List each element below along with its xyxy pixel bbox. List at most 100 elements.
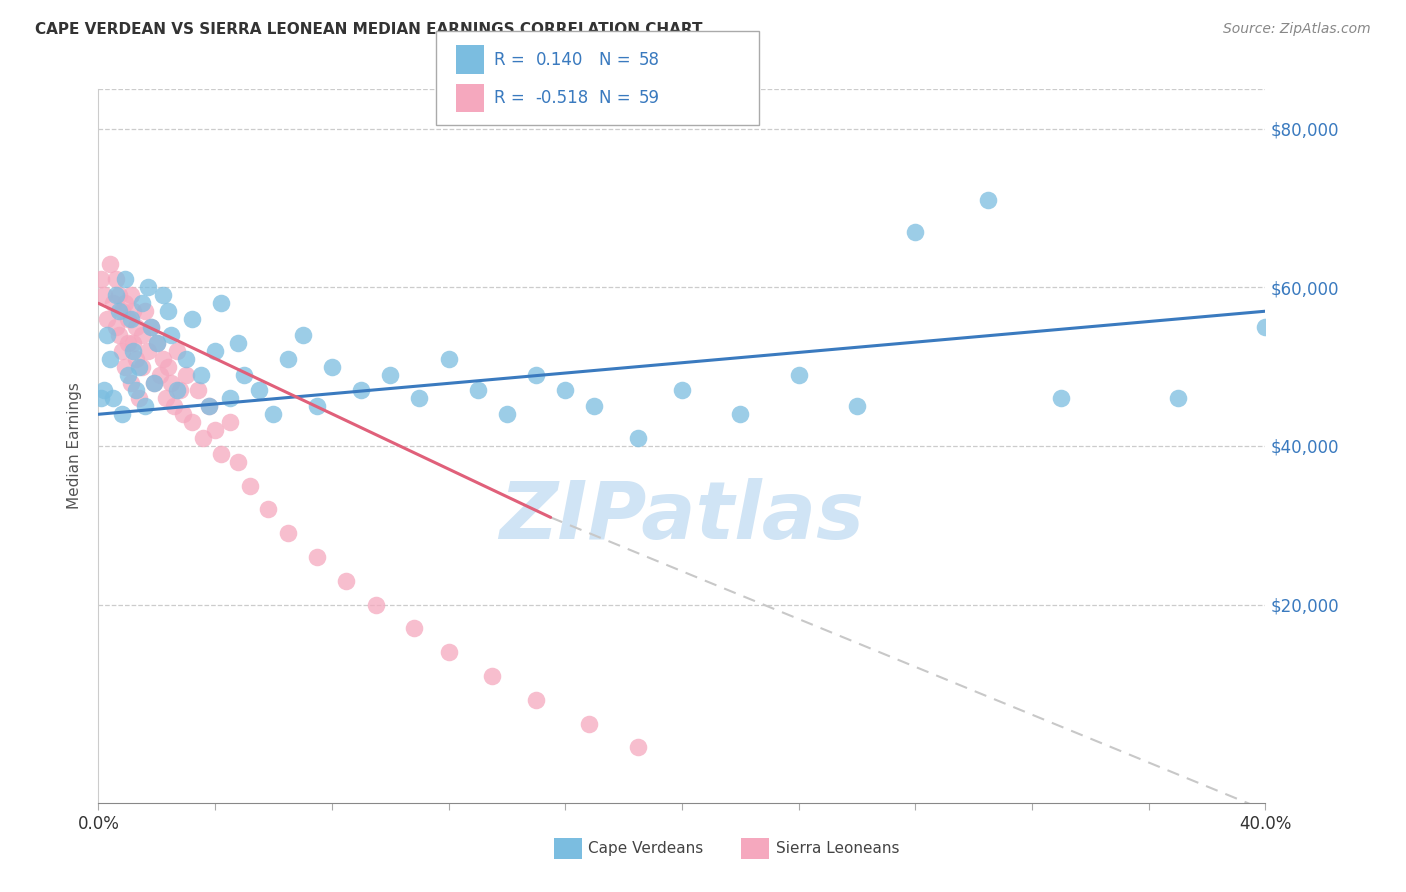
- Point: [122, 304, 145, 318]
- Point: [104, 320, 127, 334]
- Point: [180, 415, 202, 429]
- Point: [846, 400, 869, 414]
- Point: [128, 392, 150, 406]
- Text: 59: 59: [638, 89, 659, 107]
- Point: [131, 359, 153, 374]
- Point: [101, 296, 124, 310]
- Point: [402, 621, 425, 635]
- Point: [904, 225, 927, 239]
- Point: [117, 368, 139, 382]
- Point: [350, 384, 373, 398]
- Point: [307, 549, 329, 564]
- Point: [166, 384, 188, 398]
- Point: [187, 384, 209, 398]
- Point: [125, 384, 148, 398]
- Point: [114, 272, 136, 286]
- Point: [122, 335, 145, 350]
- Point: [228, 335, 250, 350]
- Point: [437, 645, 460, 659]
- Point: [114, 296, 136, 310]
- Point: [209, 447, 232, 461]
- Point: [408, 392, 430, 406]
- Point: [787, 368, 810, 382]
- Point: [149, 368, 172, 382]
- Text: N =: N =: [599, 89, 636, 107]
- Text: Sierra Leoneans: Sierra Leoneans: [776, 841, 900, 855]
- Point: [190, 368, 212, 382]
- Point: [166, 343, 188, 358]
- Point: [128, 359, 150, 374]
- Point: [98, 351, 121, 366]
- Point: [233, 368, 256, 382]
- Point: [496, 407, 519, 421]
- Point: [364, 598, 387, 612]
- Point: [134, 304, 156, 318]
- Point: [98, 257, 121, 271]
- Point: [277, 526, 299, 541]
- Point: [193, 431, 215, 445]
- Point: [111, 343, 134, 358]
- Point: [122, 343, 145, 358]
- Point: [671, 384, 693, 398]
- Point: [291, 328, 314, 343]
- Point: [96, 312, 118, 326]
- Point: [174, 368, 197, 382]
- Point: [108, 328, 131, 343]
- Point: [204, 423, 226, 437]
- Point: [157, 359, 180, 374]
- Point: [228, 455, 250, 469]
- Point: [1050, 392, 1073, 406]
- Point: [120, 288, 142, 302]
- Point: [96, 328, 118, 343]
- Point: [157, 304, 180, 318]
- Point: [1167, 392, 1189, 406]
- Point: [256, 502, 278, 516]
- Point: [218, 415, 240, 429]
- Point: [90, 272, 112, 286]
- Point: [198, 400, 221, 414]
- Point: [247, 384, 270, 398]
- Point: [125, 320, 148, 334]
- Point: [90, 392, 112, 406]
- Point: [104, 288, 127, 302]
- Text: CAPE VERDEAN VS SIERRA LEONEAN MEDIAN EARNINGS CORRELATION CHART: CAPE VERDEAN VS SIERRA LEONEAN MEDIAN EA…: [35, 22, 703, 37]
- Point: [120, 376, 142, 390]
- Point: [114, 359, 136, 374]
- Point: [111, 304, 134, 318]
- Point: [627, 740, 650, 755]
- Y-axis label: Median Earnings: Median Earnings: [67, 383, 83, 509]
- Point: [139, 320, 162, 334]
- Point: [730, 407, 752, 421]
- Point: [172, 407, 194, 421]
- Point: [977, 193, 1000, 207]
- Point: [437, 351, 460, 366]
- Point: [142, 376, 165, 390]
- Point: [180, 312, 202, 326]
- Point: [146, 335, 169, 350]
- Point: [321, 359, 343, 374]
- Point: [104, 272, 127, 286]
- Point: [554, 384, 576, 398]
- Point: [136, 280, 159, 294]
- Point: [169, 384, 191, 398]
- Point: [117, 312, 139, 326]
- Point: [108, 304, 131, 318]
- Point: [131, 328, 153, 343]
- Point: [481, 669, 503, 683]
- Point: [152, 288, 174, 302]
- Text: 0.140: 0.140: [536, 51, 583, 69]
- Point: [93, 288, 115, 302]
- Point: [174, 351, 197, 366]
- Point: [198, 400, 221, 414]
- Text: Cape Verdeans: Cape Verdeans: [588, 841, 703, 855]
- Text: Source: ZipAtlas.com: Source: ZipAtlas.com: [1223, 22, 1371, 37]
- Point: [155, 392, 177, 406]
- Point: [307, 400, 329, 414]
- Point: [524, 368, 547, 382]
- Text: ZIPatlas: ZIPatlas: [499, 478, 865, 557]
- Point: [335, 574, 357, 588]
- Point: [204, 343, 226, 358]
- Text: 58: 58: [638, 51, 659, 69]
- Point: [163, 400, 186, 414]
- Point: [209, 296, 232, 310]
